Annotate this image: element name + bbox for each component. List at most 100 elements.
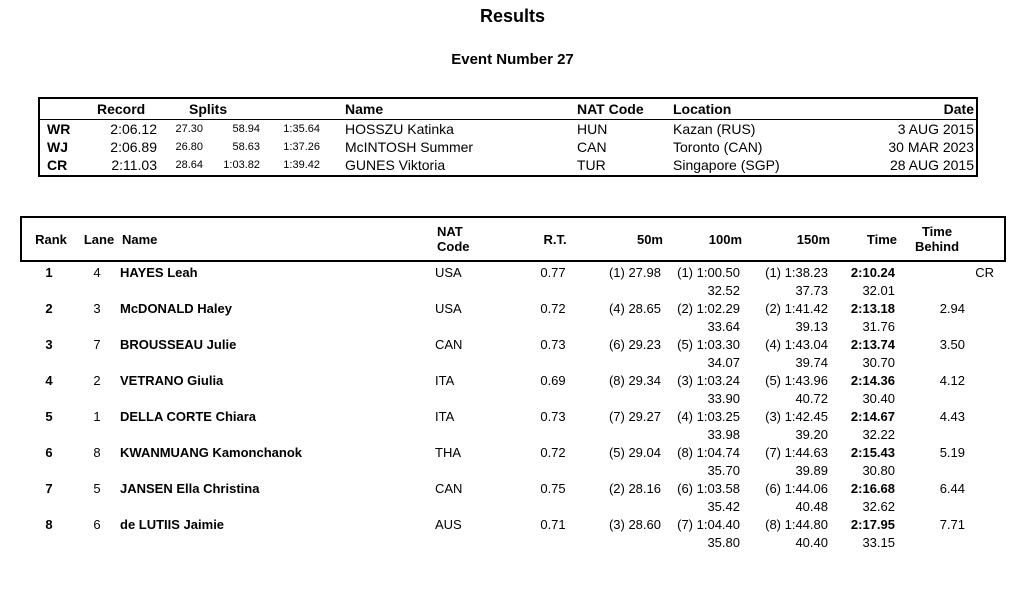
final-time-cell: 2:10.24 32.01 (833, 264, 900, 300)
records-header-nat-code: NAT Code (577, 101, 644, 117)
split-50m-cell: (6) 29.23 (608, 337, 661, 352)
final-time: 2:17.95 (850, 517, 895, 532)
table-row: 1 4 HAYES Leah USA 0.77 (1) 27.98 (1) 1:… (20, 264, 1006, 300)
record-nat-code: TUR (577, 157, 606, 173)
split-150m-cell: (1) 1:38.23 37.73 (745, 264, 833, 300)
split-150m-time: (7) 1:44.63 (765, 445, 828, 460)
time-behind-cell: 6.44 (939, 481, 965, 496)
split-150m-time: (4) 1:43.04 (765, 337, 828, 352)
record-split-100m: 58.94 (232, 123, 260, 135)
reaction-time-cell: 0.71 (540, 517, 566, 532)
split-150m-lap: 40.48 (795, 499, 828, 514)
split-150m-cell: (7) 1:44.63 39.89 (745, 444, 833, 480)
split-100m-time: (2) 1:02.29 (677, 301, 740, 316)
header-name: Name (122, 231, 158, 247)
record-split-100m: 1:03.82 (223, 159, 260, 171)
record-split-150m: 1:37.26 (283, 141, 320, 153)
header-reaction-time: R.T. (543, 231, 567, 247)
split-100m-lap: 35.42 (707, 499, 740, 514)
final-time-cell: 2:14.67 32.22 (833, 408, 900, 444)
split-100m-time: (4) 1:03.25 (677, 409, 740, 424)
final-time: 2:10.24 (850, 265, 895, 280)
split-150m-cell: (8) 1:44.80 40.40 (745, 516, 833, 552)
name-cell: VETRANO Giulia (120, 373, 224, 388)
final-lap: 31.76 (862, 319, 895, 334)
split-150m-lap: 39.13 (795, 319, 828, 334)
event-number: Event Number 27 (451, 51, 574, 68)
split-150m-lap: 37.73 (795, 283, 828, 298)
split-150m-time: (6) 1:44.06 (765, 481, 828, 496)
rank-cell: 8 (45, 517, 53, 532)
record-split-150m: 1:39.42 (283, 159, 320, 171)
final-time-cell: 2:15.43 30.80 (833, 444, 900, 480)
table-row: 5 1 DELLA CORTE Chiara ITA 0.73 (7) 29.2… (20, 408, 1006, 444)
header-time-behind: Time Behind (914, 224, 960, 254)
split-100m-lap: 35.70 (707, 463, 740, 478)
nat-code-cell: AUS (435, 517, 462, 532)
split-50m-cell: (8) 29.34 (608, 373, 661, 388)
time-behind-cell: 3.50 (939, 337, 965, 352)
time-behind-cell: 4.12 (939, 373, 965, 388)
record-flag-cell (970, 408, 1006, 444)
split-100m-cell: (3) 1:03.24 33.90 (666, 372, 745, 408)
record-location: Toronto (CAN) (673, 139, 763, 155)
split-150m-lap: 40.72 (795, 391, 828, 406)
time-behind-cell: 5.19 (939, 445, 965, 460)
reaction-time-cell: 0.75 (540, 481, 566, 496)
reaction-time-cell: 0.72 (540, 445, 566, 460)
split-100m-cell: (7) 1:04.40 35.80 (666, 516, 745, 552)
final-lap: 32.22 (862, 427, 895, 442)
time-behind-cell (900, 264, 970, 300)
split-150m-time: (8) 1:44.80 (765, 517, 828, 532)
final-time-cell: 2:14.36 30.40 (833, 372, 900, 408)
record-flag-cell (970, 480, 1006, 516)
lane-cell: 3 (93, 301, 101, 316)
table-row: 8 6 de LUTIIS Jaimie AUS 0.71 (3) 28.60 … (20, 516, 1006, 552)
time-behind-cell: 7.71 (939, 517, 965, 532)
record-row-cr: CR 2:11.03 28.64 1:03.82 1:39.42 GUNES V… (40, 156, 976, 174)
record-flag-cell (970, 372, 1006, 408)
results-table-body: 1 4 HAYES Leah USA 0.77 (1) 27.98 (1) 1:… (20, 264, 1006, 552)
split-100m-cell: (1) 1:00.50 32.52 (666, 264, 745, 300)
split-100m-cell: (6) 1:03.58 35.42 (666, 480, 745, 516)
final-lap: 32.01 (862, 283, 895, 298)
header-nat-code: NAT Code (437, 224, 470, 254)
split-100m-cell: (8) 1:04.74 35.70 (666, 444, 745, 480)
record-flag-cell (970, 444, 1006, 480)
final-time-cell: 2:17.95 33.15 (833, 516, 900, 552)
split-100m-lap: 33.98 (707, 427, 740, 442)
split-150m-cell: (6) 1:44.06 40.48 (745, 480, 833, 516)
table-row: 2 3 McDONALD Haley USA 0.72 (4) 28.65 (2… (20, 300, 1006, 336)
final-time: 2:13.18 (850, 301, 895, 316)
reaction-time-cell: 0.69 (540, 373, 566, 388)
record-nat-code: CAN (577, 139, 607, 155)
record-row-wr: WR 2:06.12 27.30 58.94 1:35.64 HOSSZU Ka… (40, 120, 976, 138)
lane-cell: 7 (93, 337, 101, 352)
record-label: CR (47, 157, 68, 173)
split-150m-lap: 39.20 (795, 427, 828, 442)
nat-code-cell: CAN (435, 337, 463, 352)
record-time: 2:11.03 (111, 157, 157, 173)
nat-code-cell: THA (435, 445, 461, 460)
record-label: WJ (47, 139, 68, 155)
header-lane: Lane (83, 231, 115, 247)
time-behind-cell: 4.43 (939, 409, 965, 424)
split-100m-cell: (2) 1:02.29 33.64 (666, 300, 745, 336)
record-row-wj: WJ 2:06.89 26.80 58.63 1:37.26 McINTOSH … (40, 138, 976, 156)
rank-cell: 7 (45, 481, 53, 496)
record-time: 2:06.89 (110, 139, 157, 155)
header-100m: 100m (708, 231, 742, 247)
record-location: Singapore (SGP) (673, 157, 780, 173)
records-table: Record Splits Name NAT Code Location Dat… (38, 97, 978, 177)
final-time-cell: 2:13.74 30.70 (833, 336, 900, 372)
final-time: 2:16.68 (850, 481, 895, 496)
split-100m-time: (7) 1:04.40 (677, 517, 740, 532)
lane-cell: 4 (93, 265, 101, 280)
record-flag-cell (970, 300, 1006, 336)
records-header-location: Location (673, 101, 732, 117)
lane-cell: 6 (93, 517, 101, 532)
split-50m-cell: (1) 27.98 (608, 265, 661, 280)
split-100m-lap: 35.80 (707, 535, 740, 550)
record-time: 2:06.12 (110, 121, 157, 137)
final-time: 2:14.36 (850, 373, 895, 388)
